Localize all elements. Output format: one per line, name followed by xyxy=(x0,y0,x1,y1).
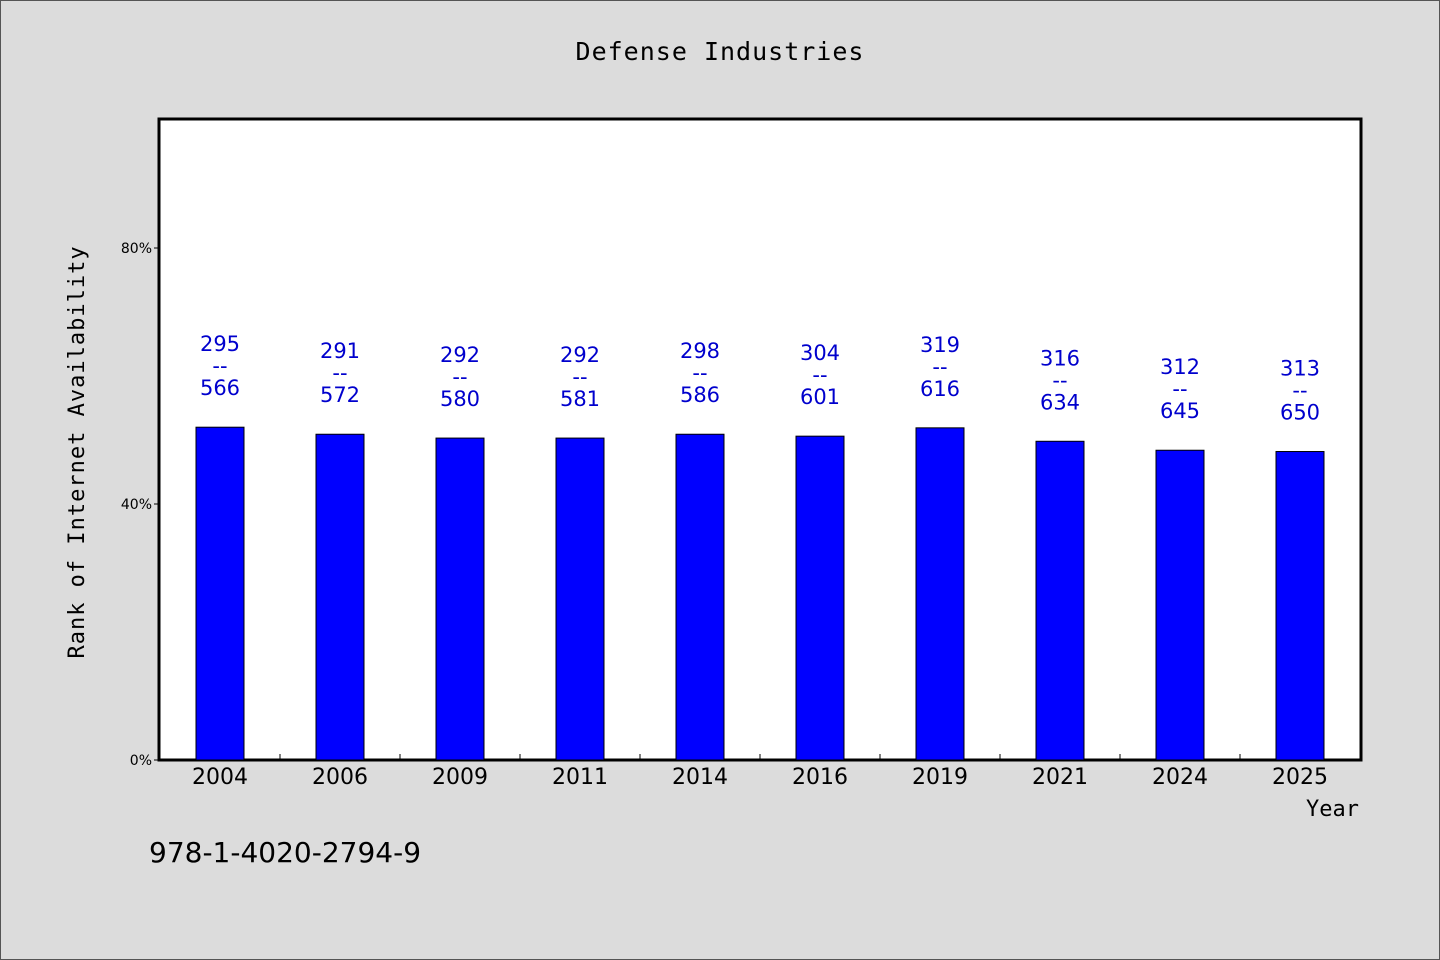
bar-2016 xyxy=(795,435,845,761)
bar-label-bottom-2025: 650 xyxy=(1280,401,1320,425)
bar-label-top-2025: 313 xyxy=(1280,357,1320,381)
bar-label-sep-2009: -- xyxy=(452,365,467,389)
y-axis-label: Rank of Internet Availability xyxy=(65,245,90,658)
bar-label-sep-2014: -- xyxy=(692,361,707,385)
y-axis: 0% 40% 80% xyxy=(121,241,160,769)
bar-2009 xyxy=(435,437,485,761)
chart-title: Defense Industries xyxy=(576,37,865,66)
bar-label-sep-2021: -- xyxy=(1052,368,1067,392)
bar-label-top-2019: 319 xyxy=(920,333,960,357)
bar-label-bottom-2014: 586 xyxy=(680,383,720,407)
bar-label-top-2011: 292 xyxy=(560,343,600,367)
x-tick-label-2009: 2009 xyxy=(432,765,488,790)
bar-label-bottom-2021: 634 xyxy=(1040,390,1080,414)
x-tick-label-2014: 2014 xyxy=(672,765,728,790)
x-tick-label-2006: 2006 xyxy=(312,765,368,790)
bar-label-top-2009: 292 xyxy=(440,343,480,367)
bar-label-top-2021: 316 xyxy=(1040,346,1080,370)
x-tick-label-2004: 2004 xyxy=(192,765,248,790)
x-tick-label-2011: 2011 xyxy=(552,765,608,790)
bar-2011 xyxy=(555,437,605,761)
bar-2021 xyxy=(1035,440,1085,761)
bar-label-top-2006: 291 xyxy=(320,339,360,363)
bar-label-sep-2006: -- xyxy=(332,361,347,385)
bar-label-top-2024: 312 xyxy=(1160,355,1200,379)
bar-2004 xyxy=(195,426,245,761)
x-tick-label-2025: 2025 xyxy=(1272,765,1328,790)
bar-label-sep-2004: -- xyxy=(212,354,227,378)
bar-label-bottom-2006: 572 xyxy=(320,383,360,407)
footer-id: 978-1-4020-2794-9 xyxy=(149,836,421,869)
bar-label-bottom-2024: 645 xyxy=(1160,399,1200,423)
bar-label-top-2014: 298 xyxy=(680,339,720,363)
bar-2006 xyxy=(315,433,365,761)
y-tick-label: 40% xyxy=(121,497,152,513)
y-tick-label: 0% xyxy=(130,753,152,769)
y-tick-label: 80% xyxy=(121,241,152,257)
x-tick-label-2016: 2016 xyxy=(792,765,848,790)
bar-label-top-2004: 295 xyxy=(200,332,240,356)
bar-label-sep-2019: -- xyxy=(932,355,947,379)
x-tick-label-2021: 2021 xyxy=(1032,765,1088,790)
bar-2019 xyxy=(915,427,965,761)
bar-label-sep-2024: -- xyxy=(1172,377,1187,401)
x-tick-label-2019: 2019 xyxy=(912,765,968,790)
bar-label-bottom-2009: 580 xyxy=(440,387,480,411)
bar-label-bottom-2004: 566 xyxy=(200,376,240,400)
bar-label-bottom-2011: 581 xyxy=(560,387,600,411)
bar-label-sep-2016: -- xyxy=(812,363,827,387)
x-tick-label-2024: 2024 xyxy=(1152,765,1208,790)
bar-label-sep-2025: -- xyxy=(1292,379,1307,403)
bars xyxy=(195,426,1325,761)
bar-label-top-2016: 304 xyxy=(800,341,840,365)
bar-2025 xyxy=(1275,451,1325,761)
x-axis: 2004 2006 2009 2011 2014 2016 2019 2021 2024 2025 xyxy=(192,754,1328,790)
x-axis-label: Year xyxy=(1306,797,1359,822)
bar-2024 xyxy=(1155,449,1205,761)
bar-label-bottom-2019: 616 xyxy=(920,377,960,401)
bar-label-sep-2011: -- xyxy=(572,365,587,389)
bar-2014 xyxy=(675,433,725,761)
bar-labels: 295--566291--572292--580292--581298--586… xyxy=(200,332,1320,424)
bar-label-bottom-2016: 601 xyxy=(800,385,840,409)
